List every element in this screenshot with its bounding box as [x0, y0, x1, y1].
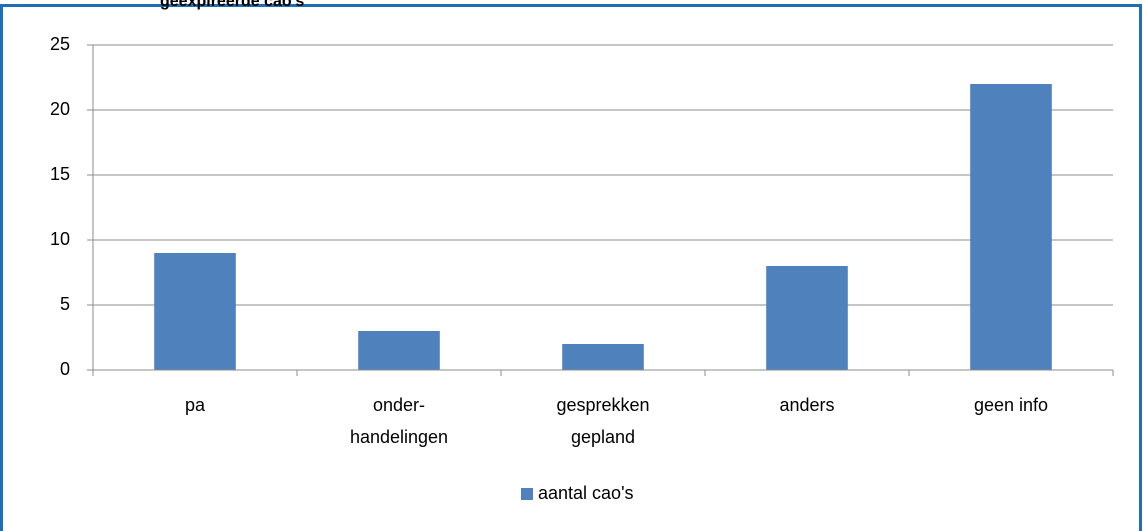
chart-title: geexpireerde cao's	[160, 0, 304, 10]
y-tick-label: 15	[50, 164, 70, 184]
bar	[970, 84, 1052, 370]
bar	[358, 331, 440, 370]
y-tick-label: 0	[60, 359, 70, 379]
y-tick-label: 20	[50, 99, 70, 119]
x-tick-label: anders	[779, 395, 835, 415]
y-tick-label: 10	[50, 229, 70, 249]
y-tick-label: 5	[60, 294, 70, 314]
x-tick-label: geen info	[973, 395, 1049, 415]
bar	[766, 266, 848, 370]
bar	[562, 344, 644, 370]
y-tick-label: 25	[50, 34, 70, 54]
x-tick-label: gesprekken gepland	[556, 395, 650, 447]
frame-border	[0, 4, 1142, 531]
legend-label: aantal cao's	[538, 483, 634, 503]
bar	[154, 253, 236, 370]
legend-swatch	[521, 488, 533, 500]
x-tick-label: onder- handelingen	[349, 395, 449, 447]
x-tick-label: pa	[184, 395, 206, 415]
